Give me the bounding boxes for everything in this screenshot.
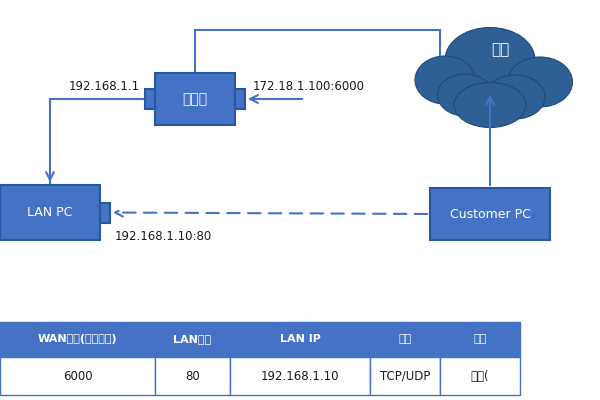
- Ellipse shape: [485, 75, 545, 119]
- Text: LAN PC: LAN PC: [28, 206, 73, 219]
- FancyBboxPatch shape: [0, 322, 155, 357]
- Text: 192.168.1.10:80: 192.168.1.10:80: [115, 230, 212, 244]
- FancyBboxPatch shape: [155, 73, 235, 125]
- Text: 192.168.1.1: 192.168.1.1: [69, 80, 140, 93]
- FancyBboxPatch shape: [430, 188, 550, 240]
- Text: TCP/UDP: TCP/UDP: [380, 370, 430, 382]
- FancyBboxPatch shape: [370, 357, 440, 395]
- FancyBboxPatch shape: [440, 357, 520, 395]
- Text: 172.18.1.100:6000: 172.18.1.100:6000: [253, 80, 365, 93]
- Text: 6000: 6000: [62, 370, 92, 382]
- Text: Customer PC: Customer PC: [449, 208, 530, 220]
- Text: 路由器: 路由器: [182, 92, 208, 106]
- Text: 192.168.1.10: 192.168.1.10: [261, 370, 339, 382]
- Text: WAN端口(服务端口): WAN端口(服务端口): [38, 334, 118, 344]
- Text: 开启(: 开启(: [470, 370, 490, 382]
- Text: 80: 80: [185, 370, 200, 382]
- Text: 状态: 状态: [473, 334, 487, 344]
- Ellipse shape: [454, 82, 526, 128]
- FancyBboxPatch shape: [440, 322, 520, 357]
- FancyBboxPatch shape: [0, 357, 155, 395]
- FancyBboxPatch shape: [0, 185, 100, 240]
- Ellipse shape: [508, 57, 572, 107]
- Text: LAN IP: LAN IP: [280, 334, 320, 344]
- Ellipse shape: [445, 28, 535, 92]
- Text: LAN端口: LAN端口: [173, 334, 212, 344]
- FancyBboxPatch shape: [100, 202, 110, 222]
- FancyBboxPatch shape: [230, 322, 370, 357]
- Ellipse shape: [437, 74, 493, 116]
- FancyBboxPatch shape: [230, 357, 370, 395]
- Text: 公网: 公网: [491, 42, 509, 58]
- Text: 协议: 协议: [398, 334, 412, 344]
- FancyBboxPatch shape: [235, 89, 245, 109]
- FancyBboxPatch shape: [155, 357, 230, 395]
- FancyBboxPatch shape: [145, 89, 155, 109]
- FancyBboxPatch shape: [370, 322, 440, 357]
- Ellipse shape: [415, 56, 475, 104]
- FancyBboxPatch shape: [155, 322, 230, 357]
